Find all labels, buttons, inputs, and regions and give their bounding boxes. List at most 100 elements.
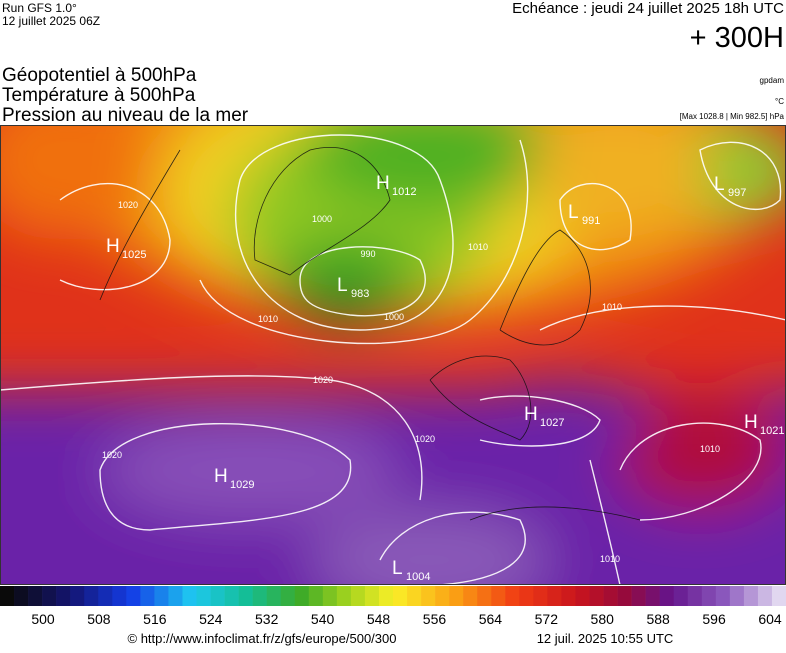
colorbar-swatch <box>421 586 436 606</box>
center-letter: L <box>337 275 348 296</box>
center-letter: H <box>376 173 390 194</box>
colorbar-label: 556 <box>423 611 447 627</box>
colorbar-swatch <box>491 586 506 606</box>
colorbar-swatch <box>350 586 366 606</box>
colorbar-swatch <box>519 586 534 606</box>
center-value: 997 <box>728 187 746 199</box>
isobar-label: 1010 <box>700 444 720 454</box>
range-label: [Max 1028.8 | Min 982.5] hPa <box>680 112 785 121</box>
colorbar-swatch <box>294 586 310 606</box>
center-letter: H <box>106 236 120 257</box>
colorbar-swatch <box>224 586 239 606</box>
colorbar-label: 524 <box>199 611 223 627</box>
colorbar-swatch <box>673 586 689 606</box>
colorbar-label: 540 <box>311 611 335 627</box>
isobar-label: 1000 <box>384 312 404 322</box>
colorbar-swatch <box>575 586 590 606</box>
colorbar-label: 516 <box>143 611 167 627</box>
center-value: 1021 <box>760 425 784 437</box>
colorbar-swatch <box>449 586 464 606</box>
colorbar-swatch <box>84 586 99 606</box>
colorbar-swatch <box>42 586 57 606</box>
colorbar-swatch <box>14 586 29 606</box>
colorbar-label: 572 <box>535 611 559 627</box>
lead-time: + 300H <box>690 22 784 54</box>
center-letter: L <box>392 558 403 579</box>
isobar-label: 1020 <box>415 434 435 444</box>
colorbar-swatch <box>28 586 43 606</box>
colorbar-swatch <box>210 586 225 606</box>
center-letter: L <box>568 202 579 223</box>
colorbar-swatch <box>378 586 394 606</box>
colorbar-swatch <box>547 586 562 606</box>
isobar-label: 1000 <box>312 214 332 224</box>
center-value: 983 <box>351 288 369 300</box>
colorbar-swatch <box>687 586 703 606</box>
center-letter: H <box>214 466 228 487</box>
colorbar-swatch <box>603 586 618 606</box>
colorbar-swatch <box>182 586 197 606</box>
colorbar-swatch <box>407 586 422 606</box>
center-value: 1029 <box>230 479 254 491</box>
colorbar-swatch <box>645 586 660 606</box>
colorbar-label: 596 <box>702 611 726 627</box>
field-line: Température à 500hPa <box>2 85 196 106</box>
colorbar-swatch <box>771 586 786 606</box>
colorbar-label: 500 <box>31 611 55 627</box>
isobar-label: 1020 <box>313 375 333 385</box>
center-value: 1012 <box>392 186 416 198</box>
colorbar-swatch <box>266 586 282 606</box>
colorbar-label: 580 <box>591 611 615 627</box>
colorbar-swatch <box>154 586 169 606</box>
run-date: 12 juillet 2025 06Z <box>2 14 100 28</box>
colorbar-swatch <box>56 586 71 606</box>
colorbar-swatch <box>617 586 632 606</box>
center-value: 1027 <box>540 417 564 429</box>
colorbar-swatch <box>112 586 127 606</box>
colorbar-swatch <box>393 586 408 606</box>
colorbar-swatch <box>196 586 211 606</box>
colorbar-swatch <box>435 586 450 606</box>
generated-time: 12 juil. 2025 10:55 UTC <box>537 631 674 646</box>
colorbar-swatch <box>308 586 324 606</box>
colorbar-swatch <box>659 586 675 606</box>
run-label: Run GFS 1.0° <box>2 1 77 15</box>
colorbar-swatch <box>505 586 520 606</box>
isobar-label: 1010 <box>258 314 278 324</box>
field-line: Pression au niveau de la mer <box>2 105 249 126</box>
unit-label: gpdam <box>760 76 785 85</box>
colorbar-label: 564 <box>479 611 503 627</box>
valid-time: Echéance : jeudi 24 juillet 2025 18h UTC <box>512 0 784 17</box>
colorbar-swatch <box>252 586 267 606</box>
isobar-label: 1020 <box>102 450 122 460</box>
colorbar-swatch <box>729 586 745 606</box>
colorbar-swatch <box>715 586 731 606</box>
colorbar: 500 508 516 524 532 540 548 556 564 572 580 588 596 6… <box>0 586 786 627</box>
isobar-label: 1020 <box>118 200 138 210</box>
center-letter: H <box>744 412 758 433</box>
colorbar-swatch <box>70 586 85 606</box>
colorbar-swatch <box>280 586 296 606</box>
colorbar-swatch <box>757 586 773 606</box>
center-letter: H <box>524 404 538 425</box>
unit-label: °C <box>775 97 784 106</box>
colorbar-swatch <box>477 586 492 606</box>
center-value: 1004 <box>406 571 430 583</box>
colorbar-swatch <box>631 586 646 606</box>
colorbar-swatch <box>98 586 113 606</box>
field-line: Géopotentiel à 500hPa <box>2 65 197 86</box>
colorbar-label: 532 <box>255 611 279 627</box>
isobar-label: 990 <box>360 249 375 259</box>
center-value: 991 <box>582 215 600 227</box>
colorbar-swatch <box>238 586 253 606</box>
colorbar-swatch <box>322 586 338 606</box>
colorbar-swatch <box>126 586 141 606</box>
colorbar-swatch <box>561 586 576 606</box>
center-value: 1025 <box>122 249 146 261</box>
colorbar-label: 508 <box>87 611 111 627</box>
colorbar-swatch <box>336 586 352 606</box>
isobar-label: 1010 <box>602 302 622 312</box>
source-link[interactable]: © http://www.infoclimat.fr/z/gfs/europe/… <box>128 631 397 646</box>
